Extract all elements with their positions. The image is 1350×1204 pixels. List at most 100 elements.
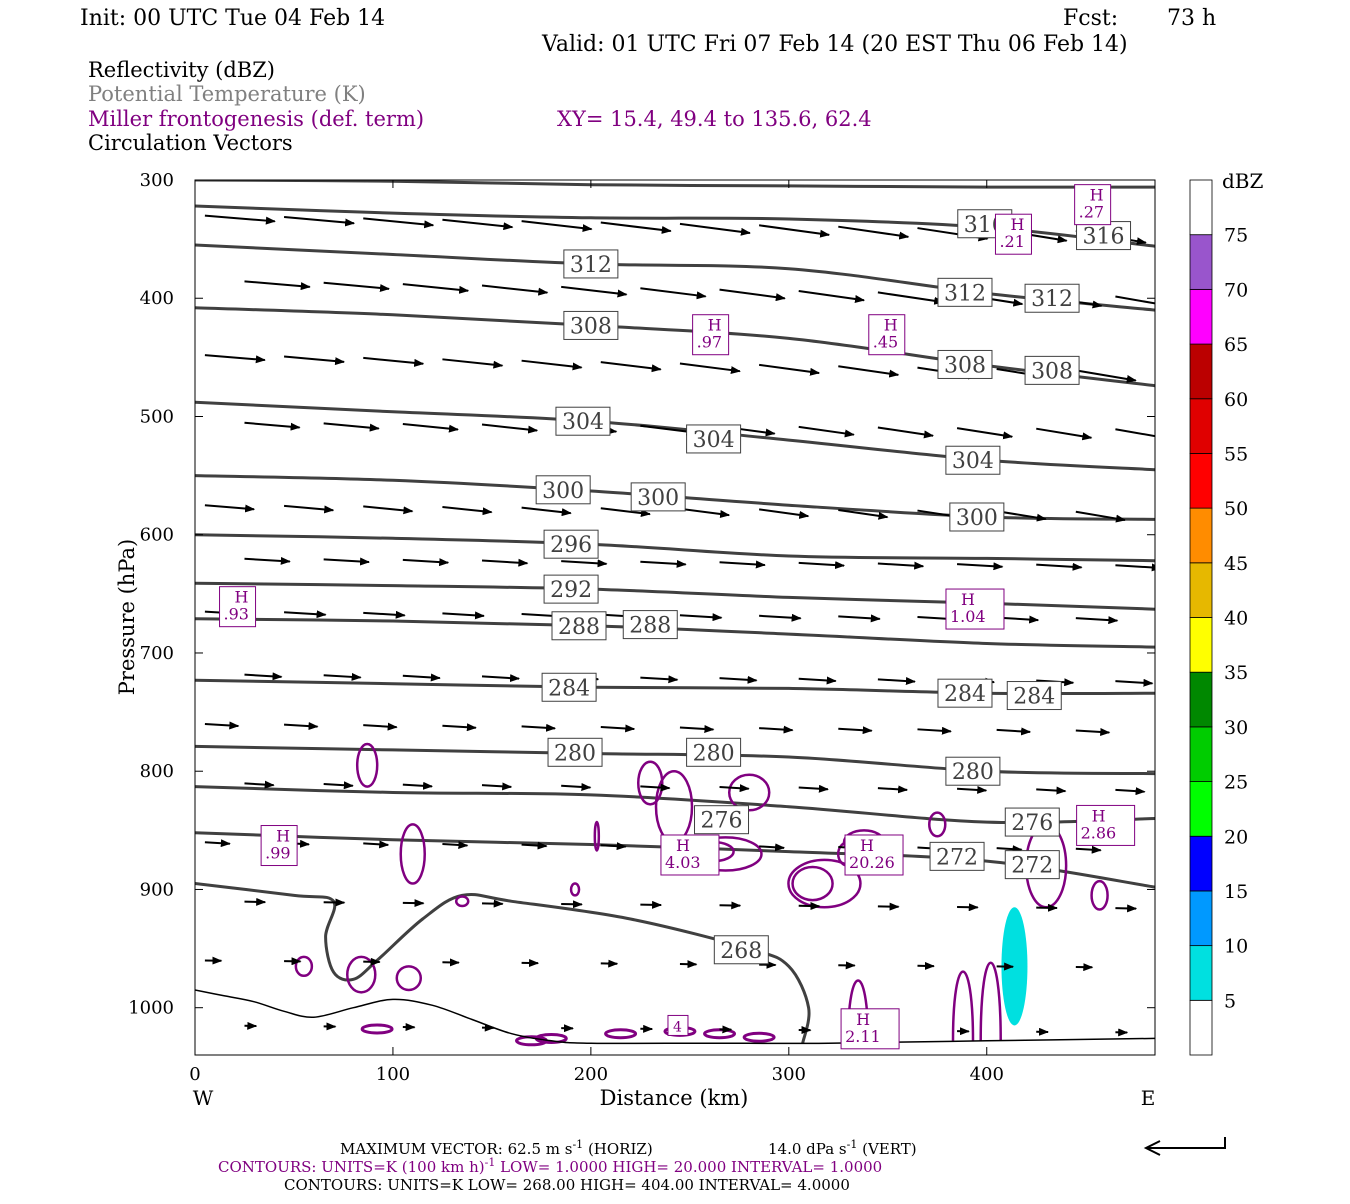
theta-label-text: 308	[944, 353, 986, 378]
circulation-vector	[403, 284, 468, 291]
miller-max-label: H20.26	[845, 835, 903, 875]
footer-max-vector: MAXIMUM VECTOR: 62.5 m s-1 (HORIZ)	[340, 1138, 653, 1158]
theta-label-text: 304	[562, 410, 604, 435]
theta-label-text: 276	[701, 809, 743, 834]
circulation-vector	[522, 726, 555, 728]
colorbar-segment	[1190, 727, 1212, 782]
circulation-vector	[640, 786, 669, 788]
theta-contour-296	[195, 535, 1155, 561]
miller-max-label: H.97	[693, 315, 729, 355]
theta-label-268: 268	[714, 936, 768, 964]
circulation-vector	[1076, 730, 1109, 732]
miller-max-label: H2.86	[1077, 805, 1135, 845]
circulation-vector	[205, 355, 265, 360]
colorbar-tick-label: 55	[1224, 443, 1248, 465]
theta-label-text: 280	[554, 741, 596, 766]
circulation-vector	[878, 563, 923, 566]
theta-label-text: 300	[956, 506, 998, 531]
circulation-vector	[759, 728, 792, 730]
theta-contour-280	[195, 746, 1155, 773]
miller-max-value: 20.26	[849, 853, 895, 872]
colorbar-segment	[1190, 289, 1212, 344]
colorbar-tick-label: 20	[1224, 826, 1248, 848]
y-tick-label: 900	[140, 879, 174, 900]
colorbar-tick-label: 70	[1224, 279, 1248, 301]
x-tick-label: 400	[970, 1064, 1004, 1085]
circulation-vector	[482, 561, 527, 564]
circulation-vector	[997, 730, 1030, 732]
circulation-vector	[442, 844, 467, 845]
miller-max-label: H.99	[261, 826, 297, 866]
reference-vector-arrow	[1146, 1137, 1225, 1155]
circulation-vector	[799, 291, 864, 300]
circulation-vector	[759, 365, 819, 373]
circulation-vector	[917, 729, 950, 731]
theta-label-288: 288	[623, 611, 677, 639]
x-tick-label: 300	[772, 1064, 806, 1085]
colorbar-tick-label: 40	[1224, 608, 1248, 630]
theta-label-text: 308	[570, 314, 612, 339]
theta-label-text: 316	[1083, 225, 1125, 250]
theta-label-280: 280	[687, 738, 741, 766]
miller-contour-17	[397, 966, 421, 990]
circulation-vector	[205, 216, 275, 222]
footer-theta-contours: CONTOURS: UNITS=K LOW= 268.00 HIGH= 404.…	[284, 1176, 850, 1194]
miller-max-label: H1.04	[946, 589, 1004, 629]
circulation-vector	[957, 428, 1012, 437]
colorbar-tick-label: 10	[1224, 936, 1248, 958]
theta-label-312: 312	[1025, 284, 1079, 312]
colorbar-segment	[1190, 891, 1212, 946]
footer: MAXIMUM VECTOR: 62.5 m s-1 (HORIZ) 14.0 …	[218, 1138, 917, 1194]
miller-contour-15	[296, 957, 312, 976]
circulation-vector	[680, 728, 713, 730]
circulation-vector	[561, 561, 606, 564]
theta-label-292: 292	[544, 575, 598, 603]
colorbar-tick-label: 45	[1224, 553, 1248, 575]
valid-time: Valid: 01 UTC Fri 07 Feb 14 (20 EST Thu …	[541, 32, 1128, 57]
circulation-vector	[561, 287, 626, 295]
colorbar-tick-label: 65	[1224, 334, 1248, 356]
footer-miller-contours: CONTOURS: UNITS=K (100 km h)-1 LOW= 1.00…	[218, 1156, 882, 1176]
theta-label-text: 284	[944, 682, 986, 707]
y-tick-label: 500	[140, 406, 174, 427]
theta-label-276: 276	[1005, 808, 1059, 836]
circulation-vector	[363, 725, 396, 727]
colorbar-segment	[1190, 618, 1212, 673]
miller-contour-3	[656, 771, 692, 842]
colorbar-tick-label: 35	[1224, 662, 1248, 684]
theta-label-text: 292	[550, 578, 592, 603]
circulation-vector	[878, 788, 907, 790]
x-tick-label: 0	[189, 1064, 200, 1085]
colorbar-segment	[1190, 836, 1212, 891]
colorbar-tick-label: 75	[1224, 225, 1248, 247]
miller-max-value: 2.11	[845, 1027, 881, 1046]
circulation-vector	[1076, 618, 1118, 620]
theta-label-276: 276	[695, 806, 749, 834]
circulation-vector	[442, 220, 512, 227]
circulation-vector	[680, 224, 750, 233]
circulation-vector	[878, 427, 933, 435]
circulation-vector	[363, 506, 412, 511]
miller-max-label: H.93	[220, 587, 256, 627]
miller-max-label: H.27	[1075, 185, 1111, 225]
y-axis-title: Pressure (hPa)	[115, 539, 139, 695]
theta-label-272: 272	[930, 842, 984, 870]
theta-label-304: 304	[687, 425, 741, 453]
circulation-vector	[759, 846, 784, 847]
miller-contour-19	[571, 884, 579, 896]
circulation-vector	[522, 508, 571, 514]
theta-label-text: 284	[548, 676, 590, 701]
theta-label-308: 308	[1025, 356, 1079, 384]
circulation-vector	[363, 358, 423, 364]
theta-label-text: 312	[944, 281, 986, 306]
circulation-vector	[1036, 789, 1065, 791]
theta-label-text: 296	[550, 533, 592, 558]
circulation-vector	[720, 290, 785, 299]
miller-max-value: .45	[873, 333, 898, 352]
circulation-vector	[997, 848, 1022, 849]
colorbar-segment	[1190, 453, 1212, 508]
colorbar-segment	[1190, 672, 1212, 727]
miller-contour-1	[401, 824, 425, 883]
circulation-vector	[1036, 565, 1081, 568]
